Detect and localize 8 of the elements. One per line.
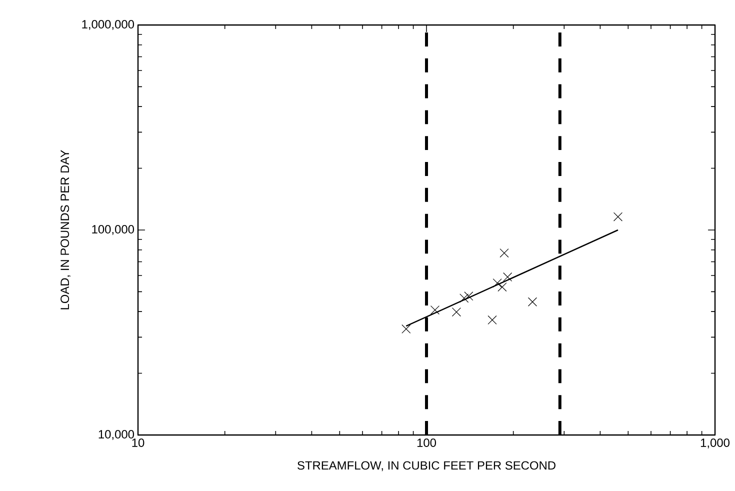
y-tick-label: 100,000 (92, 225, 134, 235)
x-axis-title: STREAMFLOW, IN CUBIC FEET PER SECOND (298, 461, 556, 472)
y-axis-title: LOAD, IN POUNDS PER DAY (60, 150, 70, 310)
y-tick-label: 10,000 (98, 430, 134, 440)
x-tick-label: 1,000 (700, 438, 730, 448)
y-tick-label: 1,000,000 (82, 20, 134, 30)
x-tick-label: 10 (132, 438, 144, 447)
x-tick-label: 100 (417, 438, 436, 447)
